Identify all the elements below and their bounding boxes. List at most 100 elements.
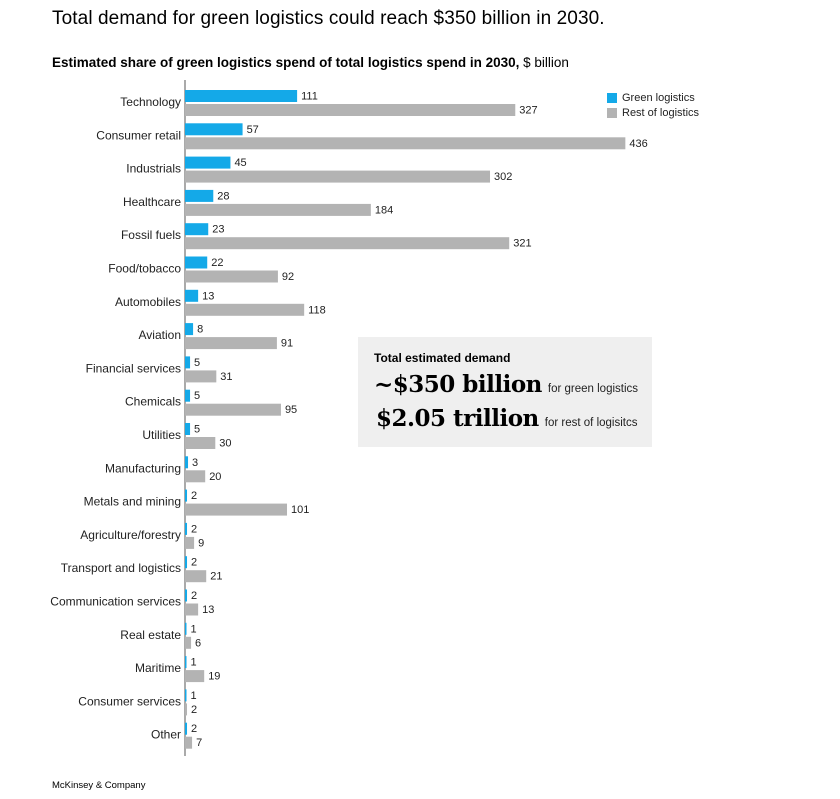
bar-green-logistics	[185, 456, 189, 469]
category-label: Metals and mining	[84, 495, 181, 509]
value-label-green: 5	[194, 424, 200, 436]
value-label-rest: 6	[195, 637, 201, 649]
category-label: Food/tobacco	[108, 262, 181, 276]
callout-rest-value: $2.05 trillion	[376, 405, 539, 432]
chart-legend: Green logistics Rest of logistics	[607, 90, 699, 120]
bar-green-logistics	[185, 423, 191, 435]
bar-green-logistics	[185, 189, 214, 202]
value-label-rest: 302	[494, 171, 512, 183]
bar-rest-of-logistics	[185, 403, 281, 416]
bar-rest-of-logistics	[185, 470, 206, 483]
callout-heading: Total estimated demand	[374, 351, 511, 365]
value-label-green: 13	[202, 290, 214, 302]
category-label: Financial services	[86, 361, 181, 375]
bar-rest-of-logistics	[185, 370, 217, 383]
bar-green-logistics	[185, 556, 188, 569]
callout-green-label: for green logistics	[547, 383, 639, 395]
bar-green-logistics	[185, 722, 188, 735]
bar-rest-of-logistics	[185, 736, 193, 749]
value-label-rest: 95	[285, 404, 297, 416]
value-label-rest: 7	[196, 737, 202, 749]
callout-line-green: ~$350 billion for green logistics	[374, 371, 638, 398]
value-label-green: 2	[191, 557, 197, 569]
value-label-green: 111	[301, 91, 318, 103]
bar-green-logistics	[185, 689, 187, 702]
category-label: Chemicals	[125, 395, 181, 409]
value-label-green: 2	[191, 723, 197, 735]
total-demand-callout: Total estimated demand ~$350 billion for …	[358, 337, 652, 447]
bar-green-logistics	[185, 622, 187, 635]
footer-brand: McKinsey & Company	[52, 780, 146, 791]
value-label-green: 5	[194, 390, 200, 402]
bar-rest-of-logistics	[185, 703, 188, 716]
value-label-green: 1	[191, 623, 197, 635]
bar-green-logistics	[185, 522, 188, 535]
bar-green-logistics	[185, 156, 231, 169]
bar-green-logistics	[185, 589, 188, 602]
legend-label-green: Green logistics	[622, 91, 695, 104]
value-label-rest: 91	[281, 338, 293, 350]
value-label-green: 1	[191, 690, 197, 702]
bar-rest-of-logistics	[185, 303, 305, 316]
value-label-green: 8	[197, 324, 203, 336]
value-label-rest: 436	[629, 138, 647, 150]
bar-rest-of-logistics	[185, 437, 216, 449]
subtitle-unit: $ billion	[523, 55, 569, 70]
value-label-rest: 327	[519, 105, 537, 117]
value-label-green: 2	[191, 490, 197, 502]
bar-green-logistics	[185, 223, 209, 236]
value-label-green: 1	[191, 657, 197, 669]
bar-green-logistics	[185, 289, 199, 302]
legend-item-rest: Rest of logistics	[607, 105, 699, 120]
bar-green-logistics	[185, 90, 298, 102]
value-label-rest: 13	[202, 604, 214, 616]
bar-rest-of-logistics	[185, 503, 288, 516]
bar-rest-of-logistics	[185, 536, 195, 549]
chart-title: Total demand for green logistics could r…	[52, 8, 605, 29]
bar-green-logistics	[185, 389, 191, 402]
value-label-green: 2	[191, 590, 197, 602]
value-label-green: 2	[191, 523, 197, 535]
value-label-rest: 30	[219, 438, 231, 450]
bar-rest-of-logistics	[185, 337, 277, 350]
bar-rest-of-logistics	[185, 203, 371, 216]
value-label-green: 22	[211, 257, 223, 269]
category-label: Technology	[120, 95, 181, 109]
bar-rest-of-logistics	[185, 570, 207, 583]
callout-green-value: ~$350 billion	[374, 371, 542, 398]
category-label: Manufacturing	[105, 461, 181, 475]
category-label: Communication services	[50, 595, 181, 609]
category-label: Agriculture/forestry	[80, 528, 181, 542]
bar-rest-of-logistics	[185, 603, 199, 616]
bar-rest-of-logistics	[185, 170, 491, 183]
value-label-rest: 20	[209, 471, 221, 483]
callout-line-rest: $2.05 trillion for rest of logisitcs	[376, 405, 637, 432]
value-label-green: 5	[194, 357, 200, 369]
bar-rest-of-logistics	[185, 636, 192, 649]
value-label-green: 28	[217, 190, 229, 202]
category-label: Maritime	[135, 661, 181, 675]
bar-rest-of-logistics	[185, 270, 278, 283]
value-label-rest: 2	[191, 704, 197, 716]
category-label: Fossil fuels	[121, 228, 181, 242]
value-label-green: 45	[234, 157, 246, 169]
value-label-rest: 21	[210, 571, 222, 583]
bar-green-logistics	[185, 489, 188, 502]
subtitle-text: Estimated share of green logistics spend…	[52, 55, 520, 70]
category-label: Other	[151, 728, 181, 742]
value-label-rest: 19	[208, 671, 220, 683]
bar-green-logistics	[185, 356, 191, 369]
value-label-rest: 9	[198, 537, 204, 549]
value-label-rest: 31	[220, 371, 232, 383]
category-label: Healthcare	[123, 195, 181, 209]
category-label: Consumer services	[78, 694, 181, 708]
category-label: Consumer retail	[96, 128, 181, 142]
value-label-green: 23	[212, 224, 224, 236]
value-label-green: 3	[192, 457, 198, 469]
bar-green-logistics	[185, 656, 187, 669]
category-label: Transport and logistics	[61, 561, 181, 575]
value-label-rest: 184	[375, 204, 393, 216]
legend-swatch-rest	[607, 107, 617, 118]
bar-rest-of-logistics	[185, 104, 516, 116]
